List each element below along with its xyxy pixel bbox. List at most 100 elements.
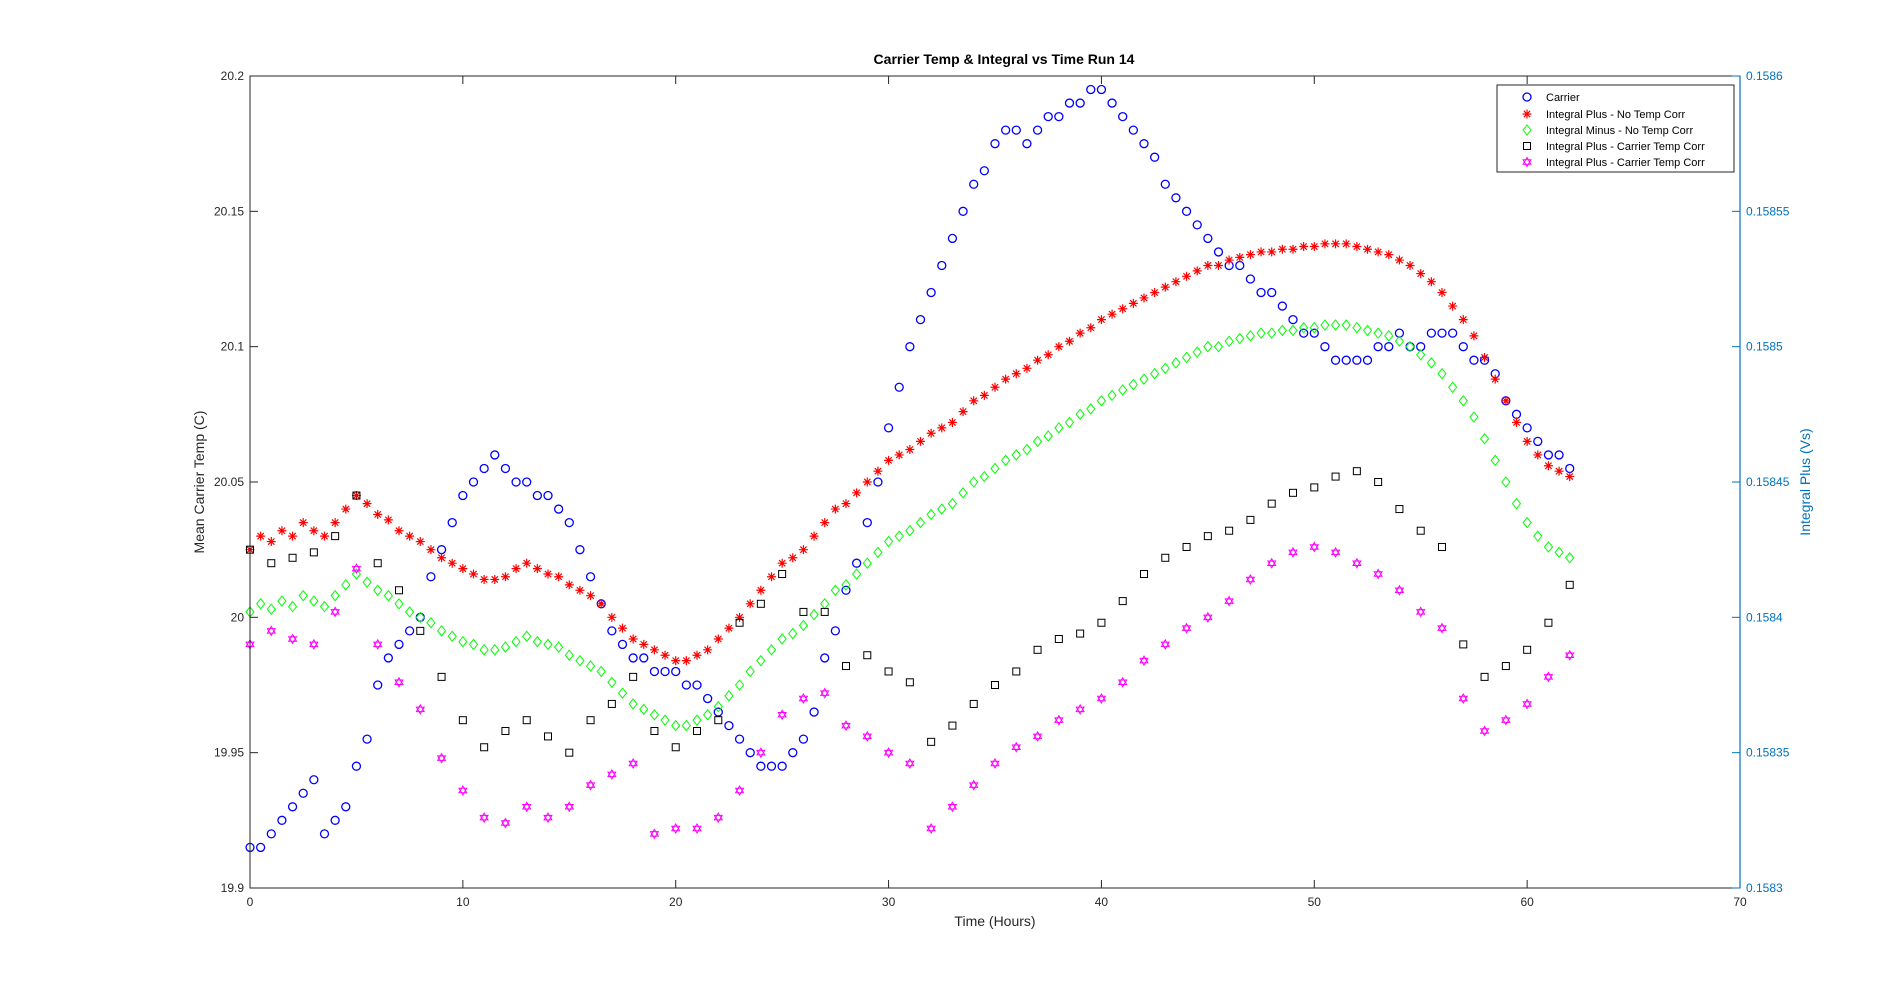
data-point bbox=[394, 639, 404, 650]
data-point bbox=[480, 743, 489, 752]
data-point bbox=[1075, 703, 1085, 715]
data-point bbox=[756, 599, 765, 608]
data-point bbox=[948, 721, 957, 730]
data-point bbox=[1479, 432, 1490, 445]
x-tick-label: 70 bbox=[1733, 895, 1747, 909]
data-point bbox=[1075, 328, 1085, 338]
data-point bbox=[969, 396, 979, 406]
data-point bbox=[915, 314, 926, 325]
data-point bbox=[1533, 450, 1543, 460]
data-point bbox=[1544, 618, 1553, 627]
data-point bbox=[1033, 355, 1043, 365]
data-point bbox=[585, 779, 596, 791]
data-point bbox=[287, 600, 298, 613]
data-point bbox=[564, 801, 575, 813]
data-point bbox=[351, 491, 361, 501]
legend-marker bbox=[1522, 124, 1532, 136]
legend-entry-integral-plus-no-corr: Integral Plus - No Temp Corr bbox=[1546, 109, 1686, 121]
y-axis-right: 0.1583 0.15835 0.1584 0.15845 0.1585 0.15855 0… bbox=[1732, 69, 1790, 895]
data-point bbox=[586, 591, 596, 601]
data-point bbox=[298, 788, 308, 798]
data-point bbox=[288, 553, 297, 562]
x-tick-label: 40 bbox=[1095, 895, 1109, 909]
data-point bbox=[575, 585, 585, 595]
data-point bbox=[1181, 622, 1192, 634]
data-point bbox=[1395, 505, 1404, 514]
data-point bbox=[309, 526, 319, 536]
data-point bbox=[1437, 288, 1447, 298]
data-point bbox=[756, 747, 766, 759]
data-point bbox=[1032, 435, 1043, 448]
legend-entry-integral-plus-carrier-corr-magenta: Integral Plus - Carrier Temp Corr bbox=[1546, 157, 1705, 169]
data-point bbox=[543, 490, 553, 501]
data-point bbox=[458, 490, 468, 501]
data-point bbox=[383, 653, 394, 663]
data-point bbox=[1522, 423, 1532, 433]
data-point bbox=[649, 666, 660, 677]
x-tick-label: 60 bbox=[1520, 895, 1534, 909]
data-point bbox=[1086, 403, 1096, 415]
data-point bbox=[1448, 301, 1458, 311]
data-point bbox=[522, 630, 532, 643]
data-point bbox=[1437, 367, 1447, 380]
data-point bbox=[990, 757, 1000, 769]
data-point bbox=[1384, 342, 1394, 352]
data-point bbox=[1458, 315, 1468, 325]
data-point bbox=[298, 518, 308, 528]
data-point bbox=[1554, 546, 1564, 559]
data-point bbox=[309, 775, 319, 785]
data-point bbox=[522, 716, 531, 725]
data-point bbox=[383, 515, 393, 525]
data-point bbox=[1447, 381, 1458, 394]
data-point bbox=[501, 727, 510, 736]
data-point bbox=[990, 382, 1000, 392]
data-point bbox=[777, 761, 787, 771]
data-point bbox=[1011, 741, 1022, 753]
x-tick-label: 30 bbox=[882, 895, 896, 909]
data-point bbox=[905, 445, 915, 455]
data-point bbox=[341, 504, 351, 514]
data-point bbox=[1288, 314, 1298, 325]
data-point bbox=[1256, 247, 1266, 257]
data-point bbox=[373, 584, 383, 597]
data-point bbox=[660, 714, 670, 726]
data-point bbox=[395, 586, 403, 595]
data-point bbox=[564, 580, 574, 590]
data-point bbox=[1224, 255, 1234, 265]
data-point bbox=[830, 504, 840, 514]
data-point bbox=[1256, 327, 1266, 339]
y-tick-label: 20.15 bbox=[214, 204, 244, 218]
data-point bbox=[490, 644, 500, 656]
data-point bbox=[841, 499, 851, 509]
data-point bbox=[277, 815, 287, 825]
data-point bbox=[351, 761, 362, 771]
data-point bbox=[1128, 125, 1139, 135]
data-point bbox=[1086, 84, 1096, 95]
data-point bbox=[1277, 324, 1288, 337]
data-point bbox=[532, 564, 542, 574]
data-point bbox=[1245, 330, 1256, 342]
data-point bbox=[798, 734, 809, 744]
data-point bbox=[692, 650, 702, 660]
data-point bbox=[947, 233, 958, 244]
data-point bbox=[777, 709, 787, 721]
data-point bbox=[713, 634, 723, 644]
data-point bbox=[905, 524, 915, 537]
data-point bbox=[330, 518, 340, 528]
data-point bbox=[1128, 378, 1139, 391]
data-point bbox=[1139, 373, 1149, 385]
data-point bbox=[1076, 629, 1085, 638]
data-point bbox=[1000, 125, 1011, 135]
legend-marker bbox=[1522, 92, 1532, 102]
data-point bbox=[373, 559, 382, 568]
data-point bbox=[1426, 328, 1437, 338]
data-point bbox=[490, 450, 500, 460]
data-point bbox=[926, 287, 936, 298]
data-point bbox=[1054, 634, 1063, 643]
data-point bbox=[458, 716, 467, 725]
data-point bbox=[415, 703, 426, 715]
data-point bbox=[990, 139, 1000, 149]
data-point bbox=[1309, 541, 1320, 553]
data-point bbox=[1182, 542, 1191, 551]
